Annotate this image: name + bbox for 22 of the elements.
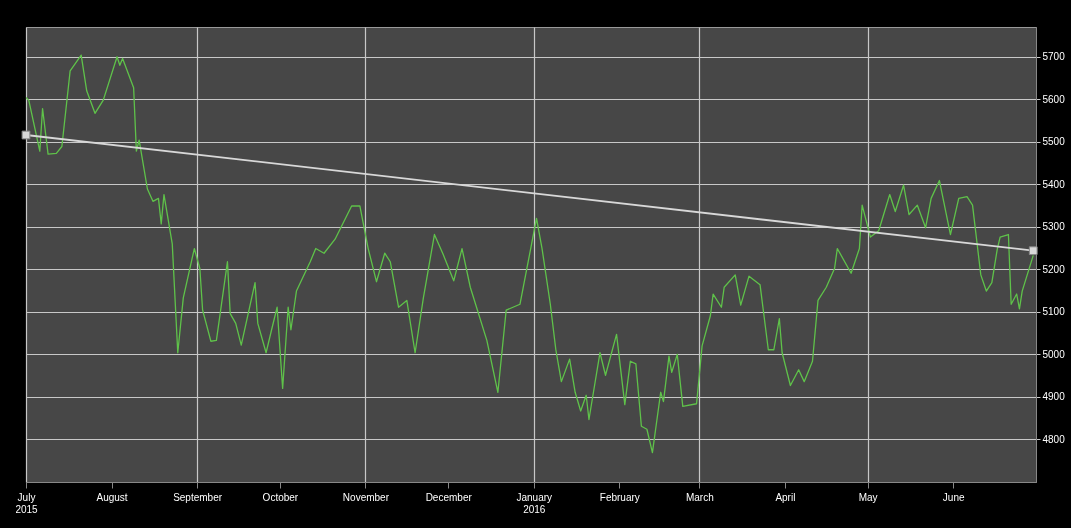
x-tick-label: September: [173, 491, 223, 503]
x-tick-label: May: [858, 491, 878, 503]
y-tick-label: 5500: [1042, 136, 1066, 148]
y-tick-label: 5700: [1042, 51, 1066, 63]
y-tick-label: 5400: [1042, 178, 1066, 190]
y-tick-label: 5000: [1042, 348, 1066, 360]
x-tick-label: November: [342, 491, 390, 503]
x-tick-label: October: [262, 491, 299, 503]
y-tick-label: 5100: [1042, 306, 1066, 318]
x-tick-label: December: [425, 491, 473, 503]
x-tick-label: August: [96, 491, 128, 503]
x-tick-label: January 2016: [516, 491, 553, 515]
y-tick-label: 5200: [1042, 263, 1066, 275]
y-tick-label: 4900: [1042, 391, 1066, 403]
x-tick-label: March: [685, 491, 714, 503]
x-tick-label: April: [775, 491, 796, 503]
x-tick-label: February: [599, 491, 640, 503]
y-tick-label: 5600: [1042, 93, 1066, 105]
y-tick-label: 4800: [1042, 433, 1066, 445]
x-tick-label: July 2015: [15, 491, 39, 515]
x-tick-label: June: [942, 491, 965, 503]
y-tick-label: 5300: [1042, 221, 1066, 233]
